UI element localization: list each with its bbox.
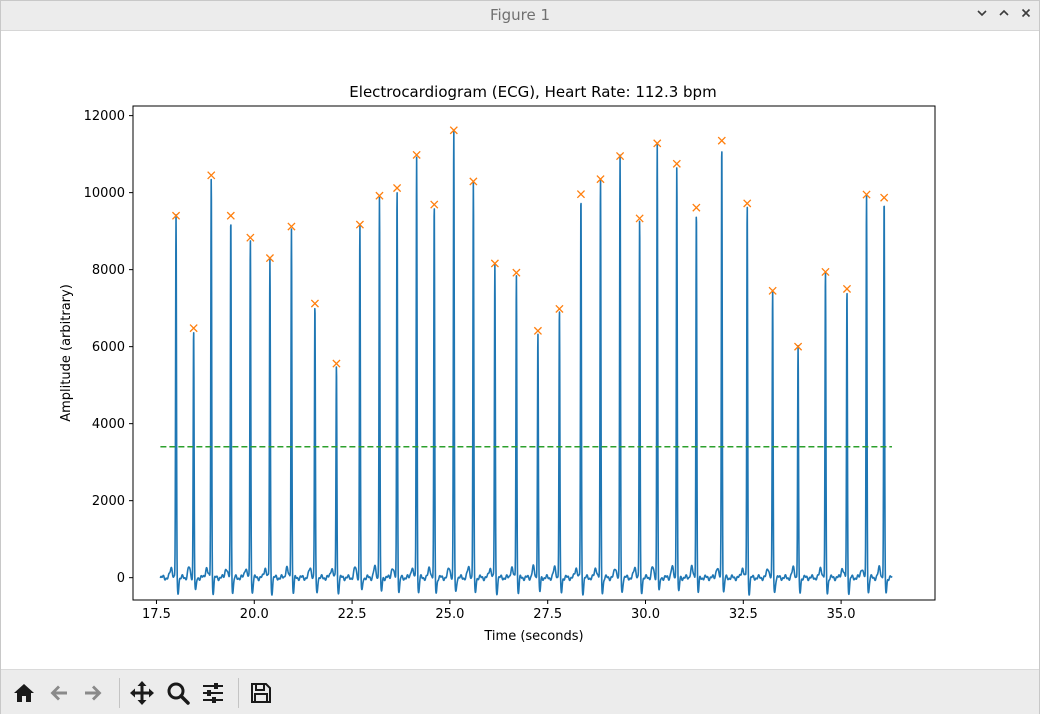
zoom-icon bbox=[167, 682, 190, 705]
peak-marker bbox=[189, 324, 198, 333]
peak-marker bbox=[635, 214, 644, 223]
x-tick-label: 25.0 bbox=[435, 607, 464, 622]
y-tick-label: 8000 bbox=[92, 263, 125, 278]
configure-subplots-button[interactable] bbox=[199, 679, 227, 707]
peak-marker bbox=[393, 183, 402, 193]
y-tick-label: 12000 bbox=[84, 109, 125, 124]
peak-marker bbox=[576, 190, 586, 199]
y-tick-label: 6000 bbox=[92, 340, 125, 355]
window-title: Figure 1 bbox=[489, 6, 551, 24]
chart-title: Electrocardiogram (ECG), Heart Rate: 112… bbox=[349, 83, 716, 101]
peak-marker bbox=[743, 199, 752, 208]
ecg-signal-line bbox=[159, 129, 893, 596]
peak-marker bbox=[375, 191, 384, 200]
peak-marker bbox=[842, 284, 852, 293]
x-tick-label: 32.5 bbox=[729, 607, 758, 622]
x-tick-label: 22.5 bbox=[338, 607, 367, 622]
peak-marker bbox=[880, 193, 889, 202]
peak-marker bbox=[533, 326, 542, 335]
y-tick-label: 10000 bbox=[84, 186, 125, 201]
peak-marker bbox=[512, 268, 521, 277]
y-tick-label: 4000 bbox=[92, 417, 125, 432]
peak-marker bbox=[692, 203, 701, 212]
peak-marker bbox=[653, 139, 662, 148]
pan-button[interactable] bbox=[128, 679, 156, 707]
peak-marker bbox=[332, 359, 341, 368]
peak-marker bbox=[207, 171, 216, 180]
home-button[interactable] bbox=[10, 679, 38, 707]
peak-marker bbox=[469, 177, 478, 186]
pan-icon bbox=[130, 681, 154, 705]
toolbar-separator bbox=[238, 678, 239, 708]
peak-marker bbox=[171, 211, 181, 220]
back-button[interactable] bbox=[45, 679, 73, 707]
toolbar-separator bbox=[119, 678, 120, 708]
close-button[interactable] bbox=[1016, 5, 1036, 25]
y-tick-label: 0 bbox=[117, 571, 125, 586]
chevron-down-icon bbox=[977, 10, 987, 17]
y-axis-label: Amplitude (arbitrary) bbox=[59, 284, 74, 422]
x-tick-label: 35.0 bbox=[827, 607, 856, 622]
peak-marker bbox=[265, 254, 274, 263]
home-icon bbox=[14, 684, 34, 702]
peak-marker bbox=[430, 200, 439, 209]
forward-button[interactable] bbox=[79, 679, 107, 707]
peak-marker bbox=[246, 233, 255, 242]
save-icon bbox=[251, 683, 271, 703]
title-bar[interactable]: Figure 1 bbox=[1, 1, 1039, 31]
peak-marker bbox=[672, 159, 681, 168]
forward-icon bbox=[85, 685, 102, 701]
peak-marker bbox=[862, 190, 871, 199]
back-icon bbox=[50, 685, 67, 701]
peak-marker bbox=[794, 342, 803, 351]
navigation-toolbar bbox=[1, 669, 1039, 714]
peak-marker bbox=[287, 222, 296, 231]
maximize-button[interactable] bbox=[994, 5, 1014, 25]
figure-canvas: Electrocardiogram (ECG), Heart Rate: 112… bbox=[1, 31, 1039, 669]
x-tick-label: 20.0 bbox=[240, 607, 269, 622]
peak-marker bbox=[449, 126, 458, 135]
save-button[interactable] bbox=[247, 679, 275, 707]
peak-marker bbox=[226, 211, 235, 220]
chevron-up-icon bbox=[999, 9, 1009, 16]
y-tick-label: 2000 bbox=[92, 494, 125, 509]
plot-frame bbox=[132, 105, 936, 601]
close-icon bbox=[1021, 8, 1031, 18]
peak-marker bbox=[555, 304, 564, 313]
peak-marker bbox=[768, 286, 777, 295]
configure-subplots-icon bbox=[203, 683, 223, 703]
x-tick-label: 27.5 bbox=[533, 607, 562, 622]
peak-marker bbox=[717, 136, 726, 145]
x-tick-label: 30.0 bbox=[631, 607, 660, 622]
minimize-button[interactable] bbox=[972, 5, 992, 25]
zoom-button[interactable] bbox=[164, 679, 192, 707]
peak-marker bbox=[821, 267, 830, 277]
peak-marker bbox=[310, 299, 319, 308]
peak-marker bbox=[412, 150, 421, 159]
peak-marker bbox=[616, 151, 625, 161]
x-axis-label: Time (seconds) bbox=[483, 629, 583, 644]
peak-marker bbox=[596, 175, 605, 184]
peak-marker bbox=[355, 220, 364, 229]
x-tick-label: 17.5 bbox=[142, 607, 171, 622]
ecg-chart: Electrocardiogram (ECG), Heart Rate: 112… bbox=[59, 83, 936, 644]
peak-marker bbox=[490, 259, 499, 268]
